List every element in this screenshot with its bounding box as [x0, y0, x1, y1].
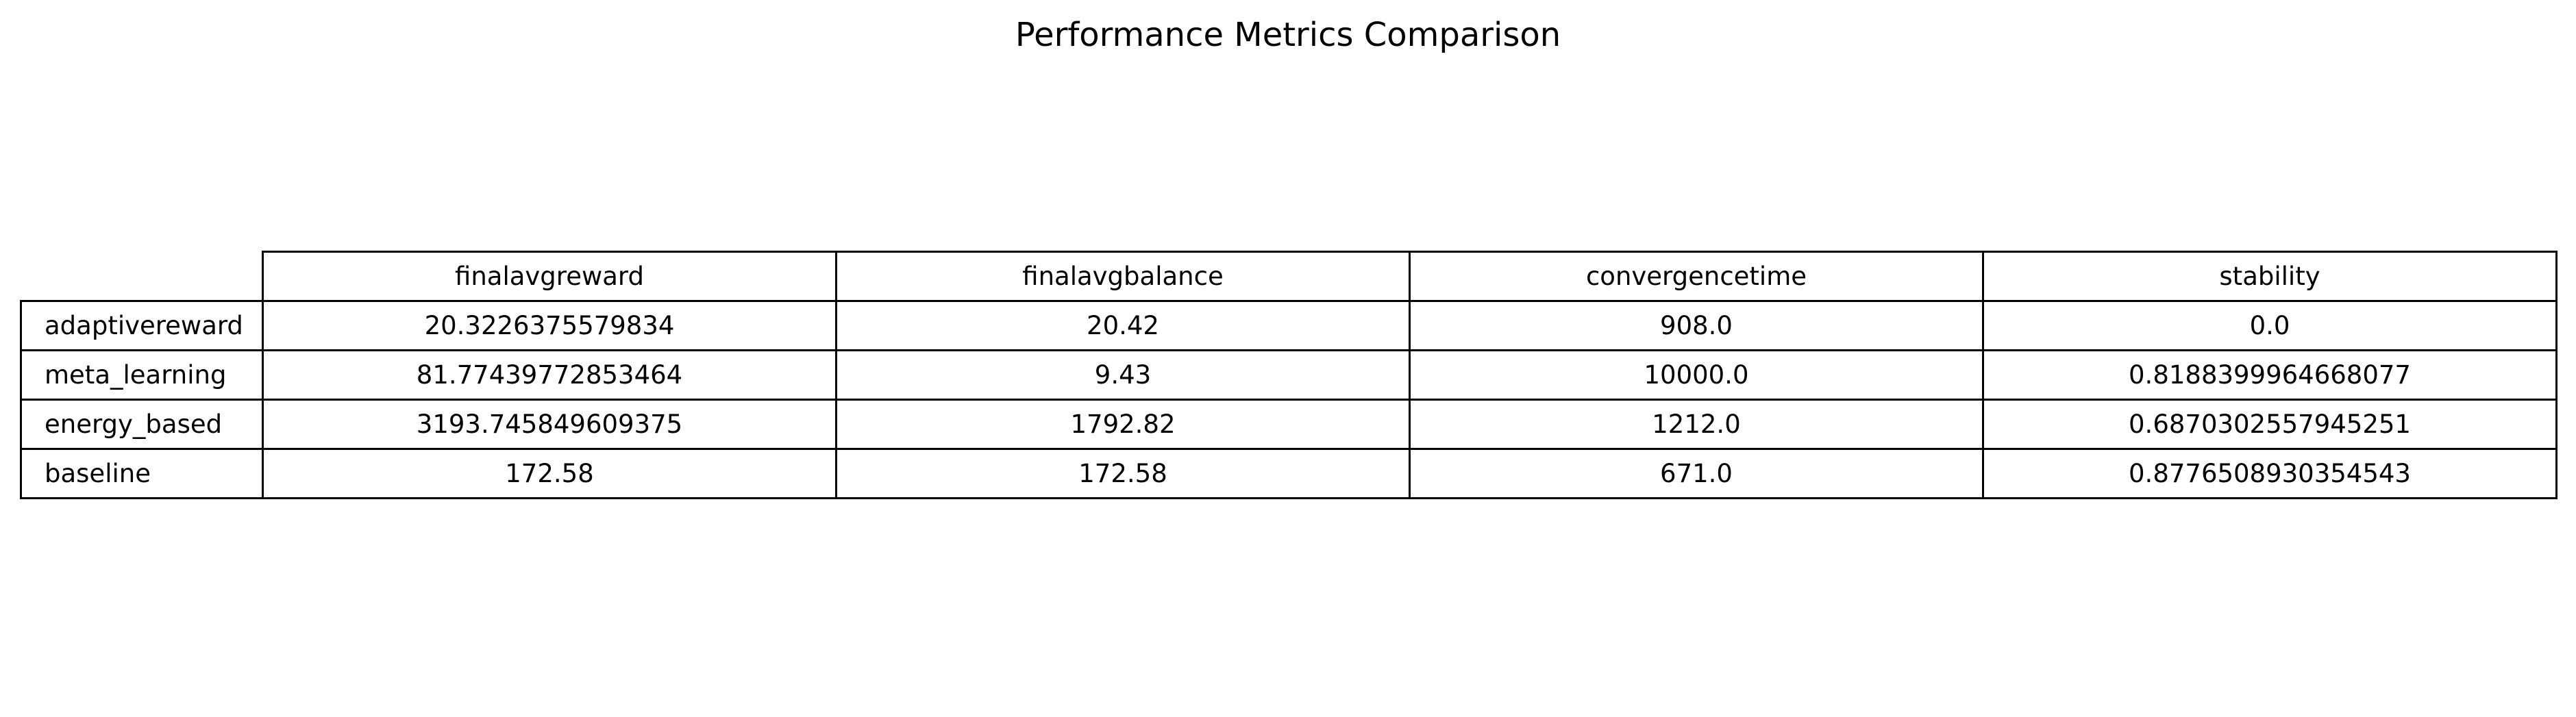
table-cell: 908.0 — [1409, 300, 1984, 351]
corner-cell — [21, 251, 264, 302]
table-cell: 9.43 — [835, 349, 1411, 401]
table-row: baseline 172.58 172.58 671.0 0.877650893… — [20, 448, 2558, 499]
table-cell: 81.77439772853464 — [262, 349, 837, 401]
table-cell: 20.42 — [835, 300, 1411, 351]
table-cell: 1792.82 — [835, 399, 1411, 450]
table-cell: 3193.745849609375 — [262, 399, 837, 450]
table-cell: 20.3226375579834 — [262, 300, 837, 351]
table-cell: 1212.0 — [1409, 399, 1984, 450]
table-cell: 0.6870302557945251 — [1982, 399, 2558, 450]
row-header-baseline: baseline — [20, 448, 264, 499]
column-header-finalavgbalance: finalavgbalance — [835, 251, 1411, 302]
table-cell: 172.58 — [262, 448, 837, 499]
table-cell: 0.8188399964668077 — [1982, 349, 2558, 401]
table-cell: 10000.0 — [1409, 349, 1984, 401]
table-cell: 0.0 — [1982, 300, 2558, 351]
table-cell: 671.0 — [1409, 448, 1984, 499]
table-cell: 0.8776508930354543 — [1982, 448, 2558, 499]
metrics-table: finalavgreward finalavgbalance convergen… — [20, 251, 2558, 499]
row-header-energy-based: energy_based — [20, 399, 264, 450]
column-header-convergencetime: convergencetime — [1409, 251, 1984, 302]
table-row: meta_learning 81.77439772853464 9.43 100… — [20, 349, 2558, 401]
row-header-meta-learning: meta_learning — [20, 349, 264, 401]
column-header-stability: stability — [1982, 251, 2558, 302]
table-cell: 172.58 — [835, 448, 1411, 499]
table-row: adaptivereward 20.3226375579834 20.42 90… — [20, 300, 2558, 351]
header-row: finalavgreward finalavgbalance convergen… — [21, 251, 2558, 302]
row-header-adaptivereward: adaptivereward — [20, 300, 264, 351]
column-header-finalavgreward: finalavgreward — [262, 251, 837, 302]
table-row: energy_based 3193.745849609375 1792.82 1… — [20, 399, 2558, 450]
chart-title: Performance Metrics Comparison — [1015, 16, 1561, 54]
